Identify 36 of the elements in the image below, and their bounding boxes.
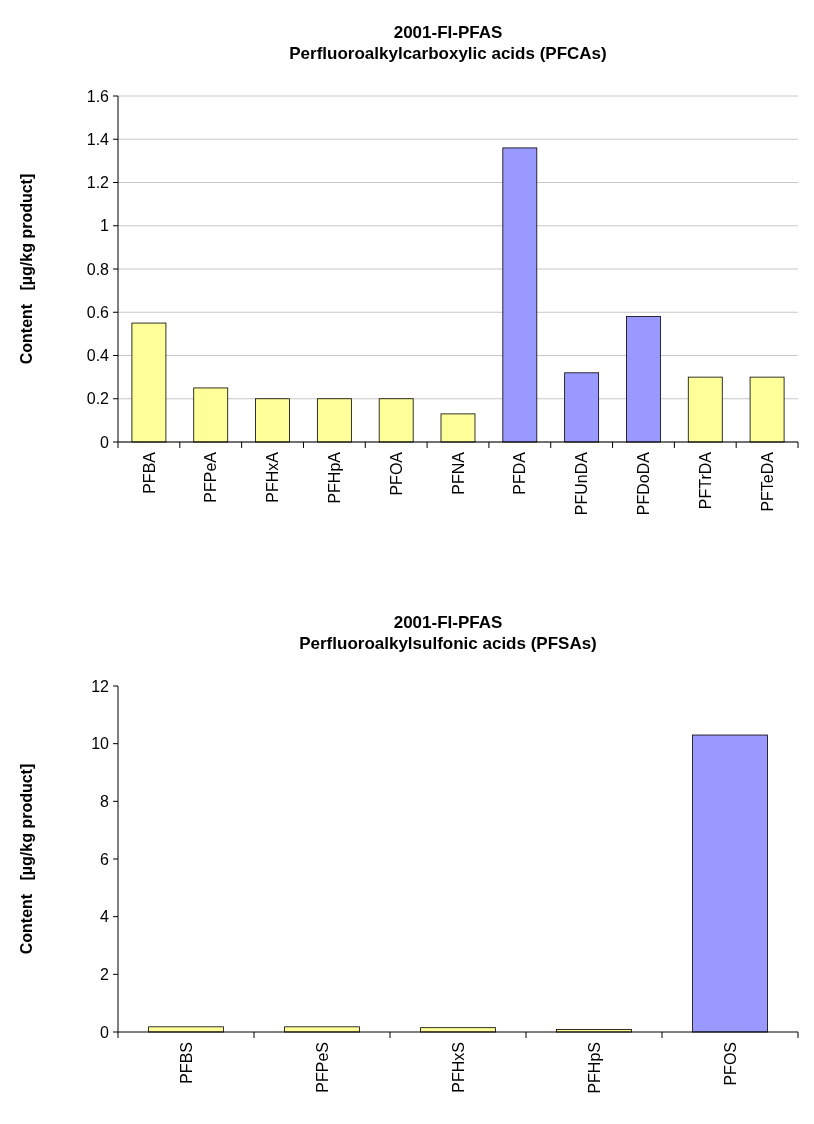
y-tick-label: 10 <box>91 735 110 753</box>
y-tick-label: 4 <box>100 908 110 926</box>
x-tick-label: PFTeDA <box>758 451 776 512</box>
x-tick-label: PFHpA <box>325 451 343 504</box>
y-tick-label: 1.6 <box>86 87 110 105</box>
x-tick-label: PFTrDA <box>696 451 714 510</box>
y-tick-label: 12 <box>91 677 110 695</box>
x-tick-label: PFBS <box>177 1042 195 1084</box>
x-tick-label: PFUnDA <box>573 451 591 516</box>
x-tick-label: PFOA <box>387 451 405 496</box>
y-tick-label: 8 <box>100 792 110 810</box>
y-tick-label: 0 <box>100 433 110 451</box>
y-axis-title: Content [µg/kg product] <box>18 173 35 365</box>
y-axis-title: Content [µg/kg product] <box>18 763 35 955</box>
y-tick-label: 0.8 <box>86 260 110 278</box>
y-tick-label: 6 <box>100 850 110 868</box>
x-tick-label: PFHxS <box>449 1042 467 1093</box>
y-tick-label: 0 <box>100 1023 110 1041</box>
y-tick-label: 0.2 <box>86 390 110 408</box>
chart-title: 2001-FI-PFAS Perfluoroalkylcarboxylic acids (PFCAs) <box>289 23 607 63</box>
x-tick-label: PFNA <box>449 451 467 495</box>
y-tick-label: 1.2 <box>86 174 110 192</box>
x-tick-label: PFHpS <box>585 1042 603 1094</box>
y-tick-label: 2 <box>100 965 110 983</box>
x-tick-label: PFPeA <box>202 451 220 503</box>
x-tick-label: PFOS <box>721 1042 739 1086</box>
y-tick-label: 0.6 <box>86 303 110 321</box>
x-tick-label: PFHxA <box>264 451 282 503</box>
y-tick-label: 1 <box>100 217 110 235</box>
y-tick-label: 1.4 <box>86 130 110 148</box>
x-tick-label: PFPeS <box>313 1042 331 1093</box>
x-tick-label: PFDA <box>511 451 529 495</box>
chart-title: 2001-FI-PFAS Perfluoroalkylsulfonic acids (PFSAs) <box>299 613 597 653</box>
x-tick-label: PFDoDA <box>635 451 653 516</box>
y-tick-label: 0.4 <box>86 347 110 365</box>
x-tick-label: PFBA <box>140 451 158 494</box>
